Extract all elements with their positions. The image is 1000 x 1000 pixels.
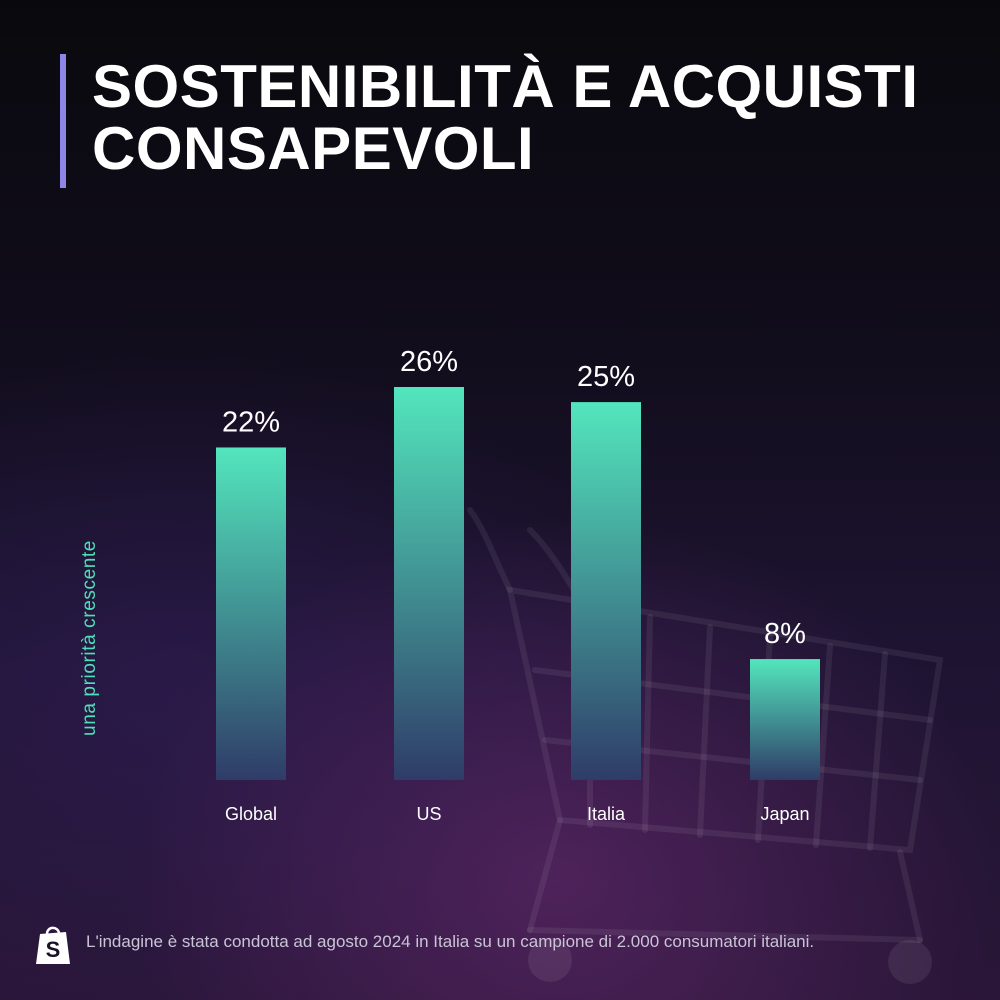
- survey-footnote: L'indagine è stata condotta ad agosto 20…: [86, 932, 815, 951]
- shopping-cart-background-icon: [467, 507, 944, 984]
- bar-italia: [571, 402, 641, 780]
- category-label-italia: Italia: [587, 804, 626, 824]
- svg-text:S: S: [46, 937, 61, 962]
- value-label-japan: 8%: [764, 618, 806, 650]
- category-label-us: US: [416, 804, 441, 824]
- value-label-us: 26%: [400, 346, 458, 378]
- bar-us: [394, 387, 464, 780]
- value-label-italia: 25%: [577, 361, 635, 393]
- shopify-bag-icon: S: [36, 926, 70, 964]
- category-label-japan: Japan: [760, 804, 809, 824]
- category-label-global: Global: [225, 804, 277, 824]
- page-title: SOSTENIBILITÀ E ACQUISTI CONSAPEVOLI: [92, 53, 919, 182]
- bar-japan: [750, 659, 820, 780]
- bar-global: [216, 447, 286, 780]
- value-label-global: 22%: [222, 406, 280, 438]
- title-accent-bar: [60, 54, 66, 188]
